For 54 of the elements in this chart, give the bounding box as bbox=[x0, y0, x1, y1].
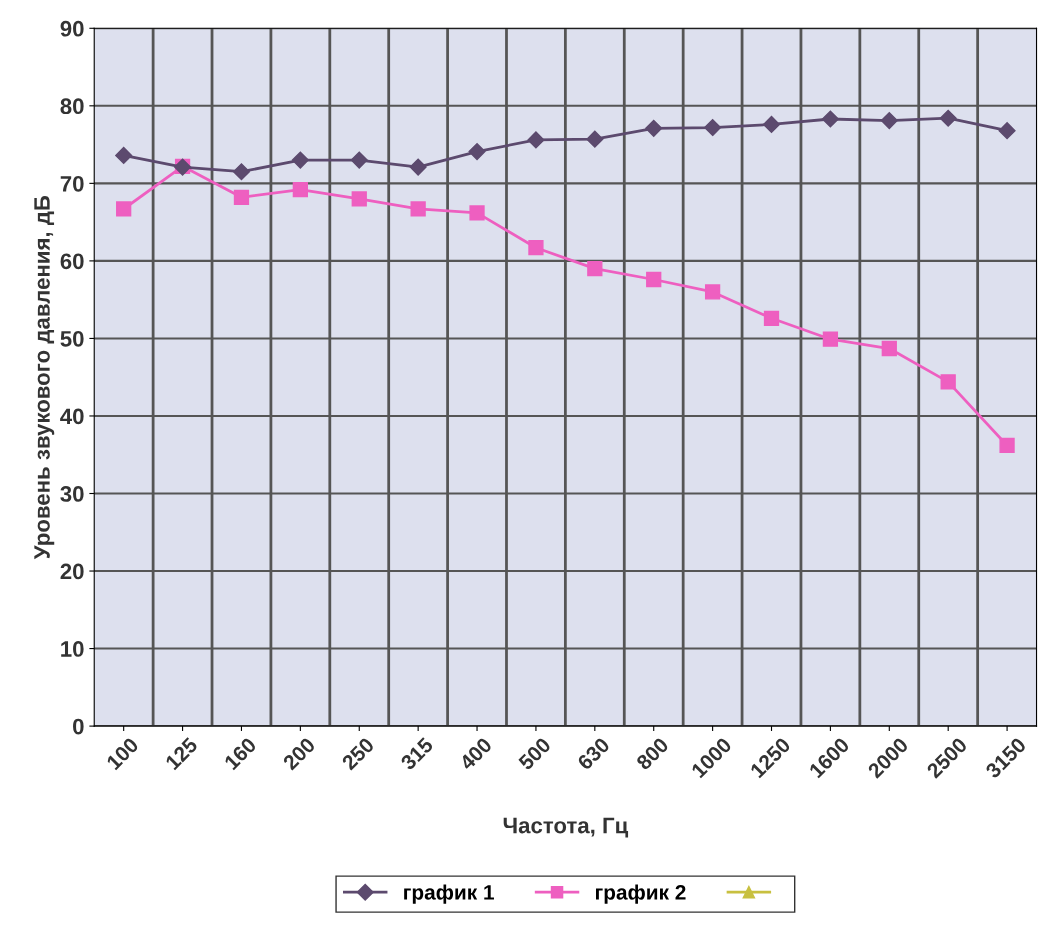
x-tick-label: 200 bbox=[282, 736, 316, 771]
point bbox=[821, 110, 839, 128]
point bbox=[115, 146, 133, 165]
point bbox=[704, 118, 722, 137]
point bbox=[763, 310, 780, 326]
point bbox=[292, 181, 308, 198]
point bbox=[116, 201, 132, 217]
y-tick-label: 70 bbox=[60, 175, 84, 192]
point bbox=[233, 189, 250, 205]
point bbox=[940, 374, 956, 390]
point bbox=[999, 437, 1015, 454]
y-tick-label: 10 bbox=[61, 641, 84, 657]
point bbox=[468, 143, 486, 161]
y-tick-label: 60 bbox=[60, 253, 84, 270]
point bbox=[587, 261, 603, 277]
point bbox=[762, 115, 781, 133]
point bbox=[291, 151, 309, 169]
x-tick-label: 400 bbox=[458, 736, 493, 772]
x-tick-label: 500 bbox=[517, 736, 552, 771]
point bbox=[527, 131, 545, 149]
point bbox=[939, 109, 957, 127]
y-axis-title: Уровень звукового давления, дБ bbox=[34, 195, 55, 560]
x-tick-label: 250 bbox=[341, 736, 375, 771]
legend-label: график 2 bbox=[596, 884, 686, 904]
point bbox=[409, 158, 427, 176]
y-tick-label: 40 bbox=[60, 408, 84, 425]
point bbox=[528, 240, 544, 256]
x-axis-title: Частота, Гц bbox=[503, 817, 629, 838]
point bbox=[410, 201, 426, 217]
x-tick-label: 160 bbox=[223, 736, 258, 771]
y-tick-label: 90 bbox=[60, 20, 84, 37]
x-tick-label: 315 bbox=[399, 736, 434, 771]
x-tick-label: 630 bbox=[576, 736, 611, 771]
legend-label: график 1 bbox=[404, 884, 494, 904]
point bbox=[704, 284, 721, 300]
y-tick-label: 50 bbox=[60, 330, 84, 347]
point bbox=[469, 205, 485, 221]
point bbox=[351, 191, 367, 207]
point bbox=[881, 340, 897, 357]
point bbox=[350, 151, 368, 169]
x-tick-label: 100 bbox=[105, 736, 140, 771]
y-tick-label: 80 bbox=[60, 98, 84, 115]
point bbox=[822, 331, 839, 347]
point bbox=[645, 119, 663, 137]
point bbox=[586, 130, 604, 148]
y-tick-label: 20 bbox=[60, 563, 84, 580]
y-tick-label: 30 bbox=[60, 486, 84, 502]
point bbox=[232, 163, 251, 181]
point bbox=[998, 122, 1016, 140]
point bbox=[646, 271, 662, 288]
y-tick-label: 0 bbox=[73, 718, 84, 735]
x-tick-label: 125 bbox=[164, 736, 199, 771]
point bbox=[880, 112, 898, 130]
x-tick-label: 800 bbox=[635, 736, 670, 771]
